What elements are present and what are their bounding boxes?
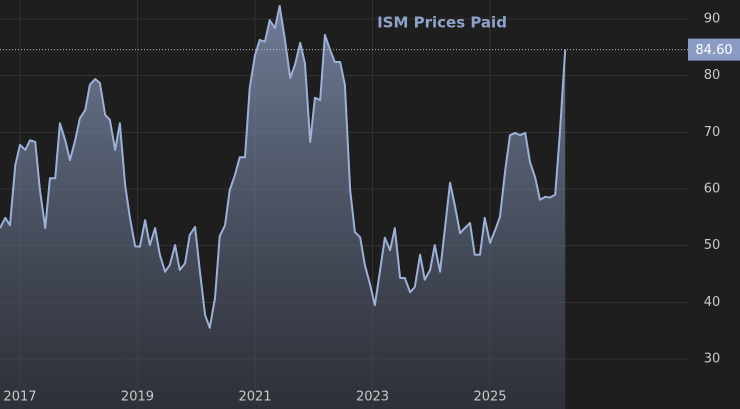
x-tick-label: 2023	[356, 390, 389, 405]
y-tick-label: 40	[704, 295, 721, 310]
x-tick-label: 2019	[121, 390, 154, 405]
plot	[0, 4, 567, 409]
x-tick-label: 2025	[473, 390, 506, 405]
y-tick-label: 80	[704, 68, 721, 83]
last-value-label: 84.60	[695, 43, 732, 58]
last-value-box	[688, 38, 740, 61]
x-tick-label: 2021	[238, 390, 271, 405]
y-tick-label: 50	[704, 238, 721, 253]
x-tick-label: 2017	[3, 390, 36, 405]
line	[0, 4, 567, 329]
y-tick-label: 30	[704, 352, 721, 367]
y-tick-label: 60	[704, 182, 721, 197]
area-fill	[0, 5, 566, 409]
y-tick-label: 90	[704, 11, 721, 26]
chart-title: ISM Prices Paid	[377, 14, 507, 32]
y-tick-label: 70	[704, 125, 721, 140]
